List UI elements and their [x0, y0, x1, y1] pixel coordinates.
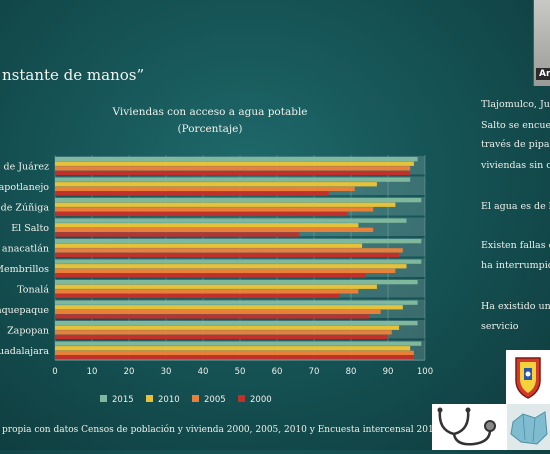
bar-2000: [55, 293, 340, 299]
bar-2005: [55, 330, 392, 335]
bar-2010: [55, 264, 407, 269]
university-shield-logo: [506, 350, 550, 404]
legend-swatch-2000: [238, 395, 245, 402]
category-label: anacatlán: [2, 243, 49, 254]
category-label: Membrillos: [0, 264, 49, 275]
bar-2005: [55, 350, 414, 355]
legend-label-2010: 2010: [158, 395, 180, 405]
side-text-line-7: ha interrumpid: [481, 260, 550, 271]
bar-2000: [55, 191, 329, 196]
bar-2000: [55, 252, 400, 258]
bar-2010: [55, 202, 396, 207]
participant-name-label: An: [536, 68, 550, 80]
x-tick-label: 30: [161, 367, 172, 377]
x-tick-label: 50: [235, 367, 246, 377]
x-tick-label: 60: [272, 367, 283, 377]
x-tick-label: 0: [52, 367, 57, 377]
bar-2010: [55, 284, 377, 289]
bar-2000: [55, 170, 411, 176]
x-tick-label: 10: [87, 367, 98, 377]
x-tick-label: 100: [417, 367, 433, 377]
side-text-line-2: Salto se encuer: [481, 120, 550, 131]
bar-2010: [55, 243, 363, 248]
bar-2015: [55, 177, 411, 182]
bar-2005: [55, 289, 359, 294]
bar-2000: [55, 232, 300, 237]
side-text-line-5: El agua es de b: [481, 201, 550, 212]
chart-source-note: propia con datos Censos de población y v…: [2, 425, 440, 435]
x-tick-label: 90: [383, 367, 394, 377]
bar-2005: [55, 268, 396, 273]
category-label: apotlanejo: [0, 182, 49, 193]
category-label: aquepaque: [0, 305, 49, 316]
category-label: Tonalá: [17, 284, 49, 295]
bar-2015: [55, 218, 407, 223]
slide-title: nstante de manos”: [2, 66, 145, 84]
legend-label-2000: 2000: [250, 395, 272, 405]
legend-swatch-2010: [146, 395, 153, 402]
bar-2015: [55, 198, 422, 203]
bar-2015: [55, 157, 418, 162]
bar-2005: [55, 227, 374, 232]
chart-title: Viviendas con acceso a agua potable: [112, 106, 308, 118]
x-tick-label: 80: [346, 367, 357, 377]
bar-2000: [55, 334, 388, 340]
bar-2005: [55, 166, 411, 171]
side-text-line-8: Ha existido un: [481, 301, 550, 312]
category-label: de Zúñiga: [1, 202, 50, 213]
chart-title-block: Viviendas con acceso a agua potable (Por…: [60, 104, 360, 138]
side-text-line-6: Existen fallas e: [481, 240, 550, 251]
bar-2000: [55, 355, 414, 360]
chart-subtitle: (Porcentaje): [177, 123, 243, 135]
bar-2005: [55, 186, 355, 191]
legend-swatch-2015: [100, 395, 107, 402]
map-icon: [507, 404, 550, 450]
bar-2000: [55, 273, 366, 278]
category-label: El Salto: [11, 223, 49, 234]
side-text-line-1: Tlajomulco, Ju: [481, 99, 550, 110]
bar-2010: [55, 325, 400, 330]
bar-2005: [55, 207, 374, 212]
bar-2005: [55, 309, 381, 314]
bar-2015: [55, 239, 422, 244]
bar-2010: [55, 182, 377, 187]
bar-2010: [55, 161, 414, 166]
bar-2015: [55, 300, 418, 305]
x-tick-label: 70: [309, 367, 320, 377]
category-label: uadalajara: [0, 346, 49, 357]
side-text-line-9: servicio: [481, 321, 519, 332]
bar-2015: [55, 341, 422, 346]
category-label: Zapopan: [7, 325, 49, 336]
side-text-line-4: viviendas sin c: [481, 160, 550, 171]
side-text-line-3: través de pipas: [481, 139, 550, 150]
participant-video-thumbnail[interactable]: [533, 0, 550, 86]
x-tick-label: 40: [198, 367, 209, 377]
category-label: de Juárez: [4, 161, 49, 172]
bar-2010: [55, 346, 411, 351]
bar-2015: [55, 259, 422, 264]
bar-2015: [55, 321, 418, 326]
bar-2005: [55, 248, 403, 253]
legend-label-2015: 2015: [112, 395, 134, 405]
bar-2000: [55, 211, 348, 217]
x-tick-label: 20: [124, 367, 135, 377]
bar-chart: de Juárez apotlanejo de Zúñiga El Salto anac…: [0, 155, 433, 405]
bar-2015: [55, 280, 418, 285]
legend-swatch-2005: [192, 395, 199, 402]
bar-2000: [55, 314, 370, 319]
stethoscope-icon: [432, 404, 507, 450]
bar-2010: [55, 305, 403, 310]
bar-2010: [55, 223, 359, 228]
legend-label-2005: 2005: [204, 395, 226, 405]
